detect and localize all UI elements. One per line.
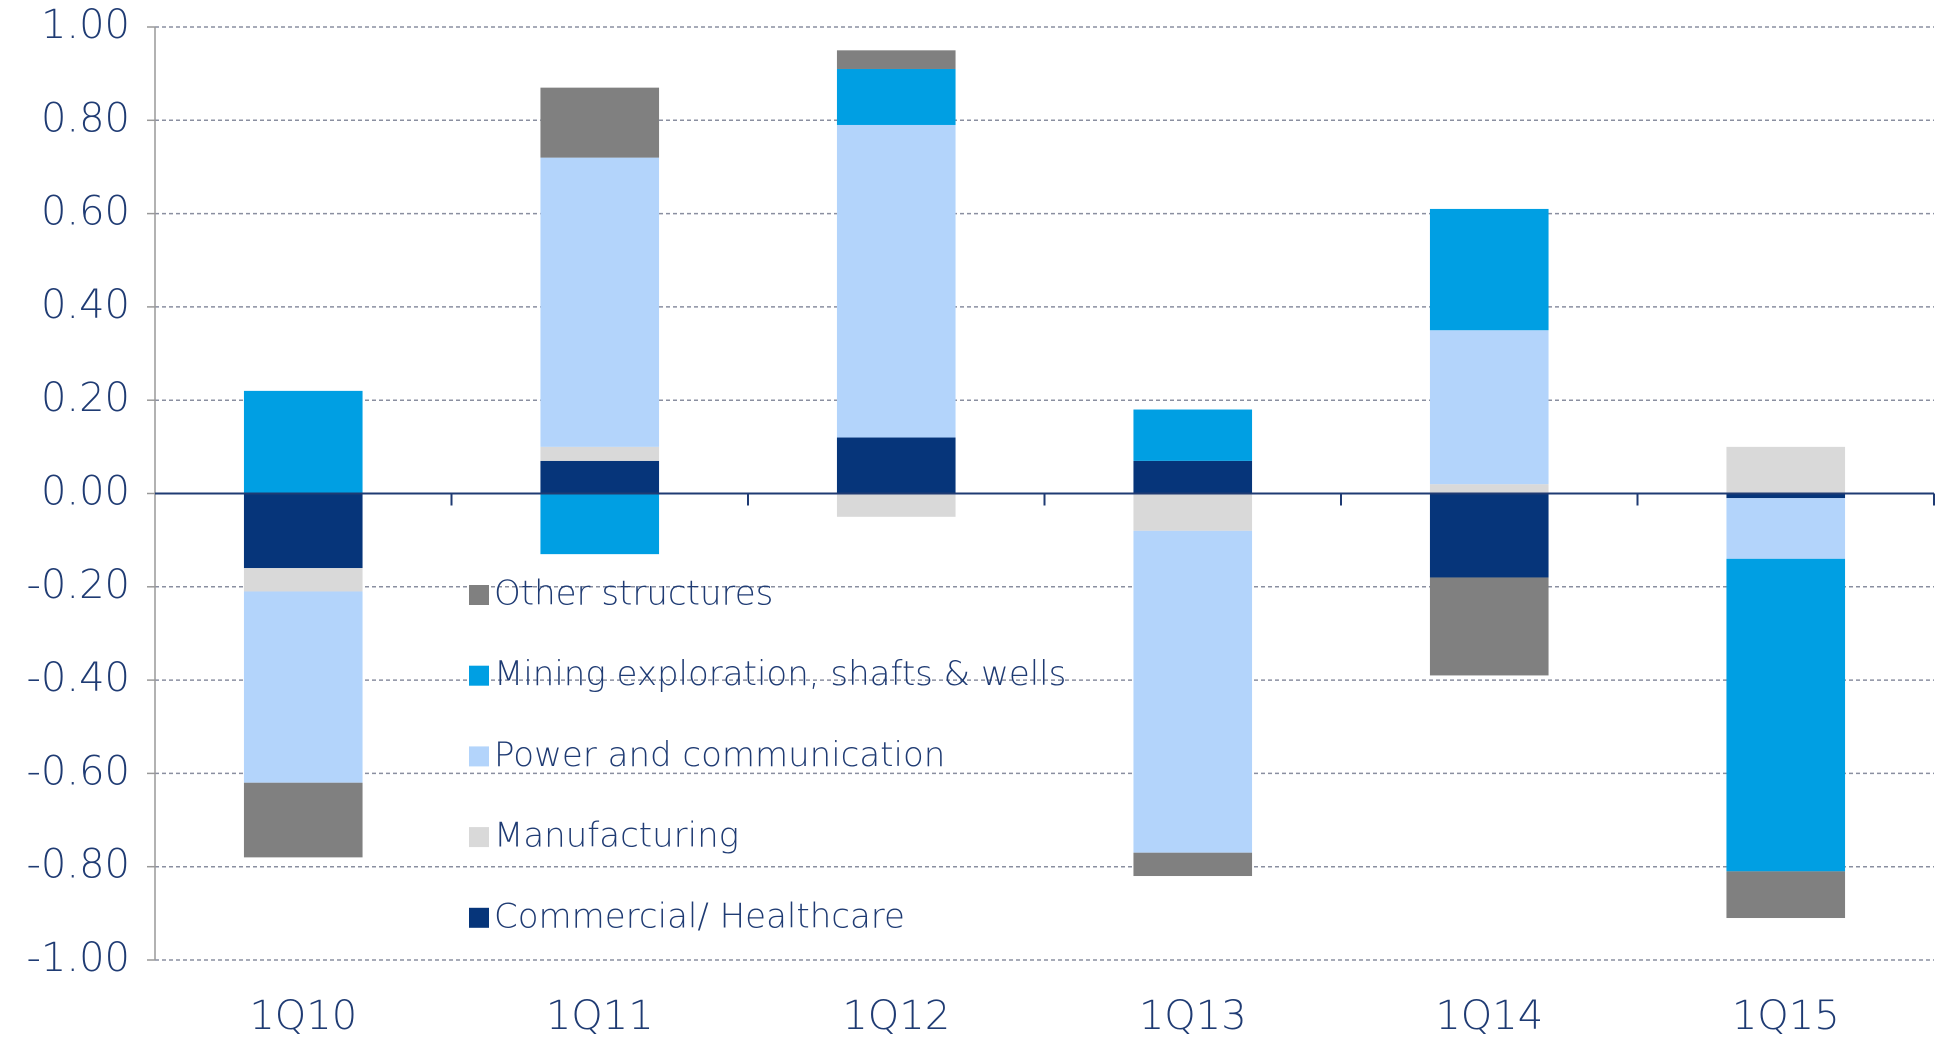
legend-swatch <box>469 665 489 686</box>
bar-segment <box>1726 558 1846 872</box>
x-tick-label: 1Q13 <box>1139 993 1247 1037</box>
x-tick-label: 1Q12 <box>842 993 950 1037</box>
legend-swatch <box>469 585 489 605</box>
bar-segment <box>836 68 956 125</box>
x-tick-label: 1Q10 <box>249 993 357 1037</box>
bar-segment <box>540 157 660 447</box>
bar-segment <box>1133 852 1253 877</box>
y-tick-label: -0.40 <box>27 655 131 701</box>
legend-label: Power and communication <box>494 735 945 775</box>
bar-segment <box>1133 530 1253 853</box>
legend-swatch <box>469 827 489 848</box>
bar-segment <box>1726 871 1846 919</box>
legend-swatch <box>469 907 489 928</box>
y-tick-label: 0.00 <box>41 469 130 515</box>
bar-segment <box>836 50 956 69</box>
bar-segment <box>1429 330 1549 485</box>
legend-label: Manufacturing <box>494 816 739 856</box>
bar-segment <box>836 437 956 494</box>
bar-segment <box>1429 208 1549 331</box>
legend-label: Other structures <box>494 574 773 614</box>
y-tick-label: 1.00 <box>41 2 130 48</box>
y-tick-label: 0.20 <box>41 375 130 421</box>
bar-segment <box>243 493 363 569</box>
y-tick-label: -0.80 <box>27 842 131 888</box>
bar-segment <box>243 782 363 858</box>
x-tick-label: 1Q14 <box>1435 993 1543 1037</box>
y-tick-label: -1.00 <box>27 935 131 981</box>
bar-segment <box>836 124 956 438</box>
bar-segment <box>243 591 363 783</box>
bar-segment <box>1726 498 1846 559</box>
bar-segment <box>540 460 660 494</box>
bar-segment <box>540 87 660 158</box>
y-tick-label: -0.20 <box>27 562 131 608</box>
bar-segment <box>1133 493 1253 531</box>
x-tick-label: 1Q15 <box>1732 993 1840 1037</box>
bar-segment <box>540 446 660 461</box>
bar-segment <box>1726 446 1846 494</box>
legend-label: Commercial/ Healthcare <box>494 896 905 936</box>
y-tick-label: -0.60 <box>27 748 131 794</box>
bar-segment <box>1429 577 1549 676</box>
legend-label: Mining exploration, shafts & wells <box>494 654 1066 694</box>
bar-segment <box>1429 484 1549 494</box>
bar-segment <box>1133 460 1253 494</box>
bar-segment <box>540 493 660 555</box>
legend-swatch <box>469 746 489 767</box>
y-tick-label: 0.60 <box>41 189 130 235</box>
bar-segment <box>1429 493 1549 578</box>
y-tick-label: 0.80 <box>41 95 130 141</box>
bar-segment <box>243 568 363 592</box>
bar-segment <box>243 390 363 494</box>
bar-segment <box>1133 409 1253 461</box>
bar-segment <box>836 493 956 517</box>
x-tick-label: 1Q11 <box>546 993 654 1037</box>
bar-segment <box>1726 493 1846 499</box>
y-tick-label: 0.40 <box>41 282 130 328</box>
